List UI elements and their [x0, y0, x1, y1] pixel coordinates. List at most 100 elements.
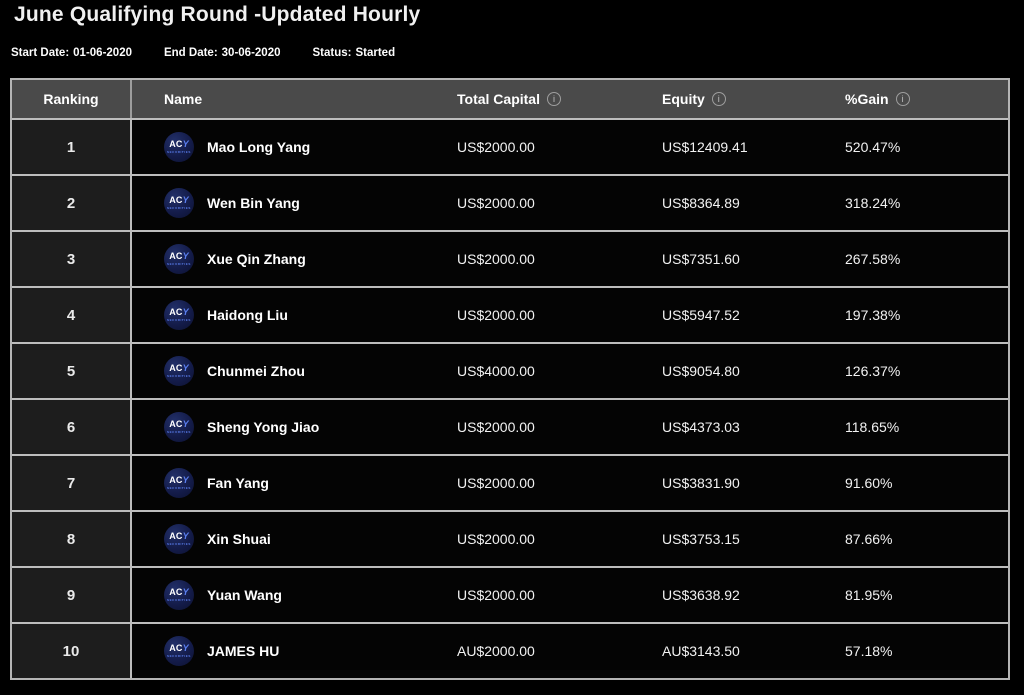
avatar-text: AC [169, 643, 183, 654]
name-cell: ACY SECURITIES Wen Bin Yang [132, 188, 447, 218]
col-header-equity-label: Equity [662, 91, 705, 107]
rank-cell: 2 [12, 176, 132, 230]
total-capital-cell: US$2000.00 [457, 587, 535, 603]
participant-name: Chunmei Zhou [207, 363, 305, 379]
end-date-value: 30-06-2020 [221, 47, 281, 59]
acy-logo-avatar: ACY SECURITIES [164, 244, 194, 274]
meta-bar: Start Date: 01-06-2020 End Date: 30-06-202… [11, 47, 395, 59]
gain-cell: 520.47% [845, 139, 901, 155]
total-capital-cell: US$2000.00 [457, 531, 535, 547]
total-capital-cell: US$2000.00 [457, 195, 535, 211]
rank-cell: 8 [12, 512, 132, 566]
acy-logo-avatar: ACY SECURITIES [164, 524, 194, 554]
equity-cell: AU$3143.50 [662, 643, 740, 659]
name-cell: ACY SECURITIES Xue Qin Zhang [132, 244, 447, 274]
participant-name: Mao Long Yang [207, 139, 311, 155]
total-capital-cell: AU$2000.00 [457, 643, 535, 659]
col-header-total-capital: Total Capital i [447, 80, 652, 118]
participant-name: JAMES HU [207, 643, 280, 659]
table-row: 5 ACY SECURITIES Chunmei Zhou US$4000.00 … [12, 342, 1008, 398]
table-row: 4 ACY SECURITIES Haidong Liu US$2000.00 U… [12, 286, 1008, 342]
total-capital-cell: US$4000.00 [457, 363, 535, 379]
rank-cell: 3 [12, 232, 132, 286]
avatar-subtext: SECURITIES [166, 373, 191, 378]
rank-cell: 6 [12, 400, 132, 454]
name-cell: ACY SECURITIES Sheng Yong Jiao [132, 412, 447, 442]
gain-cell: 57.18% [845, 643, 893, 659]
total-capital-cell: US$2000.00 [457, 419, 535, 435]
col-header-equity: Equity i [652, 80, 835, 118]
participant-name: Xin Shuai [207, 531, 271, 547]
gain-cell: 87.66% [845, 531, 893, 547]
rank-cell: 10 [12, 624, 132, 678]
col-header-gain-label: %Gain [845, 91, 889, 107]
participant-name: Fan Yang [207, 475, 269, 491]
avatar-text: AC [169, 307, 183, 318]
table-row: 9 ACY SECURITIES Yuan Wang US$2000.00 US$… [12, 566, 1008, 622]
rank-cell: 7 [12, 456, 132, 510]
name-cell: ACY SECURITIES Fan Yang [132, 468, 447, 498]
avatar-text: AC [169, 587, 183, 598]
total-capital-cell: US$2000.00 [457, 251, 535, 267]
name-cell: ACY SECURITIES Xin Shuai [132, 524, 447, 554]
avatar-subtext: SECURITIES [166, 429, 191, 434]
equity-cell: US$9054.80 [662, 363, 740, 379]
gain-cell: 267.58% [845, 251, 901, 267]
rank-cell: 5 [12, 344, 132, 398]
acy-logo-avatar: ACY SECURITIES [164, 188, 194, 218]
col-header-name: Name [164, 91, 203, 107]
table-row: 1 ACY SECURITIES Mao Long Yang US$2000.00… [12, 118, 1008, 174]
avatar-text-accent: Y [182, 643, 189, 654]
avatar-text: AC [169, 195, 183, 206]
avatar-text-accent: Y [182, 307, 189, 318]
rank-cell: 1 [12, 120, 132, 174]
name-cell: ACY SECURITIES JAMES HU [132, 636, 447, 666]
gain-cell: 318.24% [845, 195, 901, 211]
avatar-text-accent: Y [182, 531, 189, 542]
avatar-text-accent: Y [182, 475, 189, 486]
name-cell: ACY SECURITIES Yuan Wang [132, 580, 447, 610]
participant-name: Yuan Wang [207, 587, 282, 603]
gain-cell: 197.38% [845, 307, 901, 323]
info-icon[interactable]: i [546, 92, 561, 106]
rank-cell: 9 [12, 568, 132, 622]
name-cell: ACY SECURITIES Mao Long Yang [132, 132, 447, 162]
total-capital-cell: US$2000.00 [457, 139, 535, 155]
status-label: Status: [312, 47, 352, 59]
participant-name: Sheng Yong Jiao [207, 419, 320, 435]
avatar-subtext: SECURITIES [166, 597, 191, 602]
status-value: Started [355, 47, 396, 59]
acy-logo-avatar: ACY SECURITIES [164, 580, 194, 610]
avatar-subtext: SECURITIES [166, 149, 191, 154]
table-header: Ranking Name Total Capital i Equity i %Gai… [12, 80, 1008, 118]
gain-cell: 81.95% [845, 587, 893, 603]
table-row: 7 ACY SECURITIES Fan Yang US$2000.00 US$3… [12, 454, 1008, 510]
end-date-label: End Date: [163, 47, 218, 59]
gain-cell: 126.37% [845, 363, 901, 379]
total-capital-cell: US$2000.00 [457, 307, 535, 323]
equity-cell: US$8364.89 [662, 195, 740, 211]
gain-cell: 118.65% [845, 419, 900, 435]
start-date: Start Date: 01-06-2020 [11, 47, 132, 59]
col-header-total-capital-label: Total Capital [457, 91, 540, 107]
start-date-value: 01-06-2020 [73, 47, 132, 59]
avatar-text: AC [169, 419, 183, 430]
info-icon[interactable]: i [711, 92, 726, 106]
acy-logo-avatar: ACY SECURITIES [164, 636, 194, 666]
info-icon[interactable]: i [895, 92, 910, 106]
avatar-subtext: SECURITIES [166, 317, 191, 322]
avatar-text: AC [169, 363, 183, 374]
avatar-subtext: SECURITIES [166, 205, 191, 210]
acy-logo-avatar: ACY SECURITIES [164, 412, 194, 442]
participant-name: Haidong Liu [207, 307, 288, 323]
equity-cell: US$5947.52 [662, 307, 740, 323]
avatar-text-accent: Y [182, 139, 189, 150]
acy-logo-avatar: ACY SECURITIES [164, 468, 194, 498]
end-date: End Date: 30-06-2020 [164, 47, 281, 59]
avatar-text: AC [169, 139, 183, 150]
table-row: 3 ACY SECURITIES Xue Qin Zhang US$2000.00… [12, 230, 1008, 286]
name-cell: ACY SECURITIES Haidong Liu [132, 300, 447, 330]
table-row: 2 ACY SECURITIES Wen Bin Yang US$2000.00 … [12, 174, 1008, 230]
avatar-subtext: SECURITIES [166, 261, 191, 266]
equity-cell: US$3753.15 [662, 531, 740, 547]
